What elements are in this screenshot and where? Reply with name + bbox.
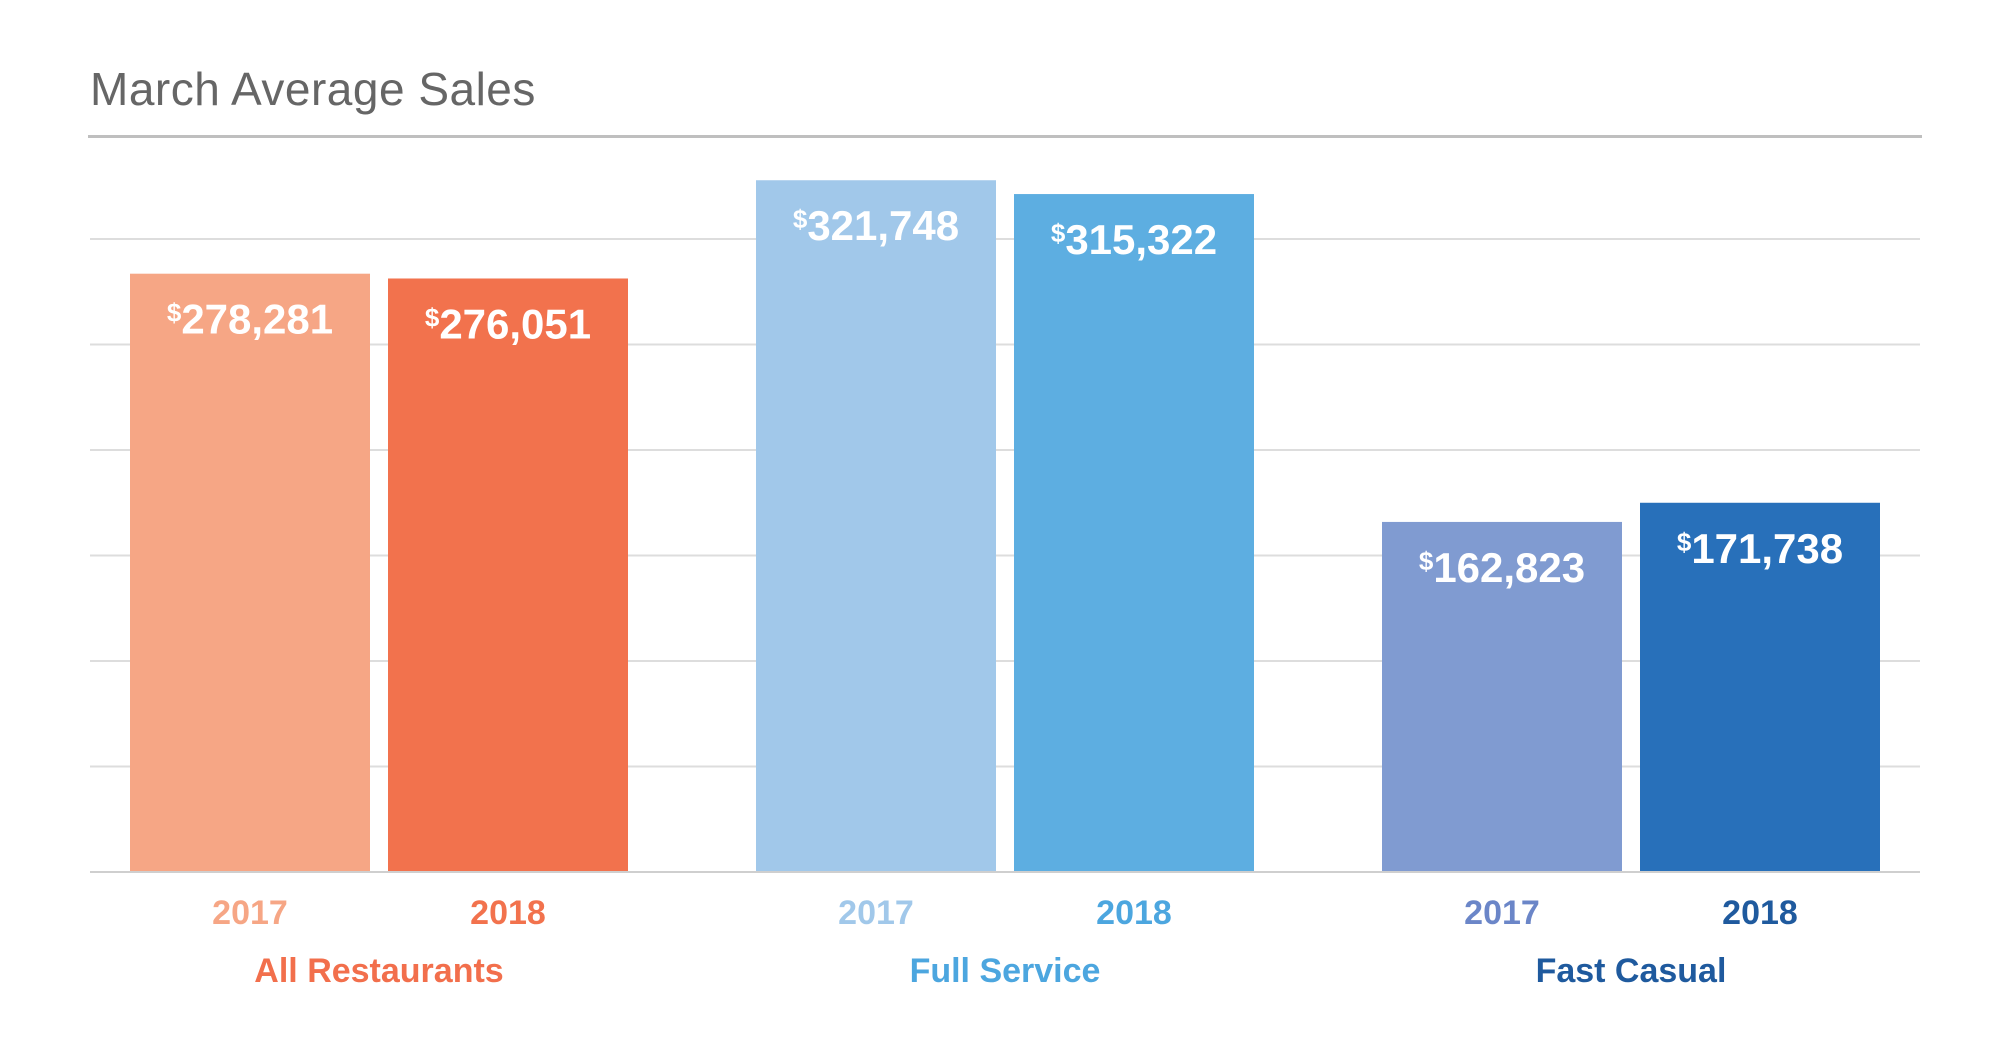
year-tick-label: 2018 — [1722, 894, 1798, 932]
bar-value: 162,823 — [1433, 544, 1585, 591]
bar-value-label: $278,281 — [167, 296, 333, 343]
chart-title: March Average Sales — [90, 63, 536, 115]
bar-fast-casual-2018 — [1640, 502, 1880, 872]
bar-value-label: $171,738 — [1677, 525, 1843, 572]
bar-value-label: $315,322 — [1051, 216, 1217, 263]
bar-value-label: $276,051 — [425, 300, 591, 347]
bar-value: 276,051 — [439, 300, 591, 347]
group-label: Full Service — [910, 952, 1101, 990]
bar-all-restaurants-2017 — [130, 273, 370, 872]
year-tick-label: 2017 — [1464, 894, 1540, 932]
year-tick-label: 2017 — [838, 894, 914, 932]
bar-full-service-2017 — [756, 180, 996, 872]
bar-value-label: $162,823 — [1419, 544, 1585, 591]
currency-symbol: $ — [1051, 218, 1066, 248]
bar-value: 278,281 — [181, 296, 333, 343]
currency-symbol: $ — [1419, 546, 1434, 576]
bar-value: 171,738 — [1691, 525, 1843, 572]
year-tick-label: 2018 — [1096, 894, 1172, 932]
title-rule — [88, 135, 1922, 138]
group-label: All Restaurants — [254, 952, 503, 990]
bar-full-service-2018 — [1014, 194, 1254, 873]
bar-fast-casual-2017 — [1382, 521, 1622, 872]
year-tick-label: 2018 — [470, 894, 546, 932]
currency-symbol: $ — [1677, 527, 1692, 557]
bar-value: 315,322 — [1065, 216, 1217, 263]
currency-symbol: $ — [793, 204, 808, 234]
year-tick-label: 2017 — [212, 894, 288, 932]
group-label: Fast Casual — [1536, 952, 1727, 990]
currency-symbol: $ — [167, 298, 182, 328]
currency-symbol: $ — [425, 302, 440, 332]
bar-value-label: $321,748 — [793, 202, 959, 249]
bar-value: 321,748 — [807, 202, 959, 249]
bar-all-restaurants-2018 — [388, 278, 628, 872]
